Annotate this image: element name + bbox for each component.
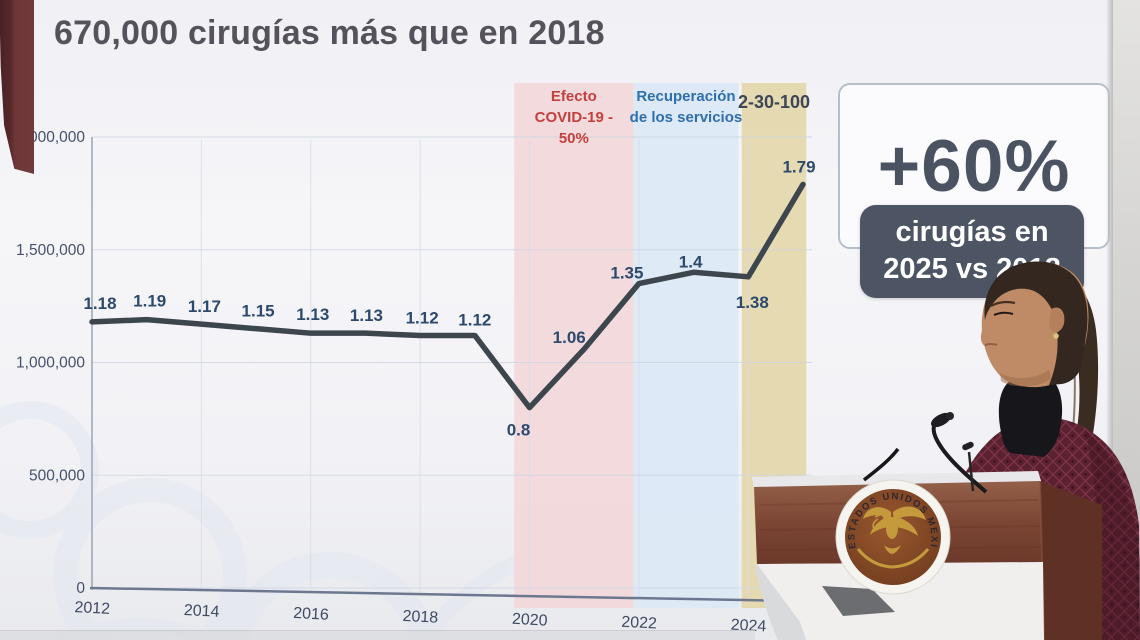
x-tick-label: 2012 (74, 599, 111, 618)
x-tick-label: 2016 (293, 605, 330, 624)
data-point-label: 1.12 (458, 310, 491, 329)
podium-device-wedge (822, 586, 895, 616)
data-point-label: 1.18 (83, 294, 116, 313)
data-point-label: 1.19 (133, 292, 166, 311)
band-label: Efecto (551, 88, 597, 105)
presenter-turtleneck (998, 375, 1063, 457)
seal-text: ESTADOS UNIDOS MEXICANOS (0, 0, 938, 550)
data-point-label: 1.17 (188, 297, 221, 316)
annotation-band (633, 83, 739, 608)
microphone-cable (862, 447, 900, 482)
presenter-lips (984, 343, 998, 346)
band-label: COVID-19 - (535, 109, 613, 126)
presenter-earring (1053, 333, 1059, 339)
data-point-label: 1.12 (406, 308, 439, 327)
y-tick-label: 1,000,000 (16, 355, 85, 372)
presenter-jaw-shadow (1000, 370, 1051, 387)
data-point-label: 1.13 (350, 306, 383, 325)
data-point-label: 1.79 (782, 157, 815, 176)
x-tick-label: 2018 (402, 608, 439, 627)
band-label: 2-30-100 (738, 92, 810, 112)
x-tick-label: 2014 (183, 602, 220, 621)
data-point-label: 1.4 (679, 252, 703, 271)
screen-bottom-edge (0, 630, 755, 640)
stat-value: +60% (877, 125, 1071, 207)
eagle-emblem-icon (856, 506, 930, 569)
projection-screen: 670,000 cirugías más que en 2018 0 500,00… (0, 0, 1113, 640)
band-label: de los servicios (630, 109, 743, 126)
seal-text-path: ESTADOS UNIDOS MEXICANOS (0, 0, 938, 550)
band-label: Recuperación (636, 88, 735, 105)
presenter-nose (980, 318, 993, 351)
stat-caption-line1: cirugías en (895, 216, 1049, 248)
presenter-eye (993, 311, 1014, 316)
x-tick-label: 2022 (621, 614, 658, 633)
y-tick-label: 1,500,000 (16, 242, 85, 259)
screen-right-edge (1106, 0, 1116, 640)
microphone (930, 412, 988, 494)
x-tick-label: 2020 (512, 611, 549, 630)
annotation-band (514, 83, 634, 608)
podium: ESTADOS UNIDOS MEXICANOS (0, 0, 1102, 640)
data-point-label: 1.35 (610, 264, 643, 283)
podium-wood-side (1040, 481, 1102, 640)
x-axis (89, 586, 815, 603)
slide-title: 670,000 cirugías más que en 2018 (54, 14, 605, 52)
data-point-label: 1.13 (296, 305, 329, 324)
presenter-jacket-shadow (1085, 430, 1140, 640)
data-point-label: 1.15 (242, 302, 275, 321)
data-point-label: 1.06 (553, 328, 586, 347)
presenter-hair (984, 261, 1088, 385)
presenter-eyebrow (990, 300, 1016, 308)
surgeries-series-line (89, 181, 806, 411)
y-tick-label: 0 (76, 580, 85, 597)
data-point-label: 0.8 (507, 421, 531, 440)
y-tick-label: 500,000 (29, 467, 85, 484)
podium-white-front (757, 562, 1044, 640)
presenter-ear (1049, 307, 1065, 333)
band-label: 50% (559, 130, 589, 147)
data-point-label: 1.38 (736, 293, 769, 312)
podium-front-shadow (755, 564, 806, 640)
